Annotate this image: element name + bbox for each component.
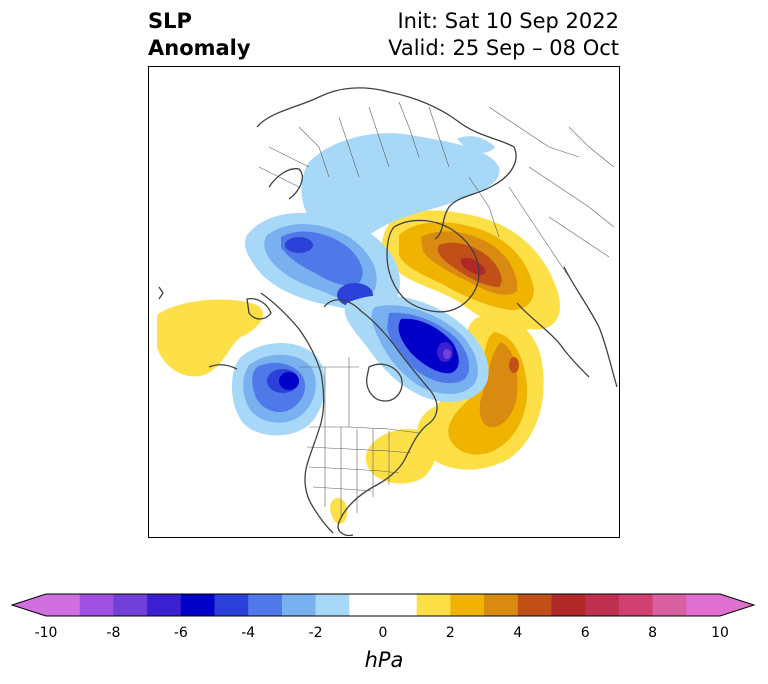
positive-anomaly-central-pacific (157, 299, 264, 377)
colorbar-tick-label: -10 (34, 625, 58, 641)
colorbar-segment (214, 594, 249, 616)
colorbar-segment (551, 594, 586, 616)
colorbar-tick-label: 6 (580, 625, 590, 641)
colorbar-segment (281, 594, 317, 616)
colorbar-tick-label: 10 (711, 625, 729, 641)
colorbar-tick-label: -6 (173, 625, 188, 641)
negative-anomaly-north-pacific (231, 342, 326, 436)
colorbar-segment (618, 594, 654, 616)
colorbar-segment (349, 594, 384, 616)
colorbar-segment (652, 594, 687, 616)
colorbar-segment (484, 594, 519, 616)
colorbar-over-extension (720, 594, 754, 616)
colorbar-segment (383, 594, 418, 616)
colorbar-under-extension (12, 594, 46, 616)
colorbar-outline (10, 593, 756, 617)
positive-anomaly-eastern-us (365, 429, 437, 484)
colorbar-segment (147, 594, 182, 616)
colorbar-segments (46, 594, 721, 616)
colorbar-segment (686, 594, 721, 616)
title-variable-anomaly: Anomaly (148, 36, 251, 60)
colorbar-segment (46, 594, 81, 616)
positive-anomaly-central-america (330, 497, 348, 524)
colorbar-tick-label: 2 (445, 625, 455, 641)
colorbar-unit-label: hPa (364, 648, 404, 672)
colorbar-tick-label: -2 (308, 625, 323, 641)
colorbar-segment (450, 594, 485, 616)
colorbar-segment (79, 594, 114, 616)
negative-anomaly-greenland-baffin (344, 295, 489, 402)
colorbar-segment (180, 594, 215, 616)
colorbar (10, 593, 756, 617)
map-panel (148, 66, 620, 538)
colorbar-tick-label: -8 (106, 625, 121, 641)
colorbar-tick-label: 8 (648, 625, 658, 641)
colorbar-segment (113, 594, 148, 616)
init-date: Init: Sat 10 Sep 2022 (397, 9, 619, 33)
positive-anomaly-scandinavia-arctic-russia (382, 210, 560, 331)
colorbar-segment (416, 594, 451, 616)
colorbar-segment (315, 594, 350, 616)
colorbar-tick-label: 4 (513, 625, 523, 641)
colorbar-segment (585, 594, 620, 616)
title-left: SLP Anomaly (148, 8, 251, 62)
title-right: Init: Sat 10 Sep 2022 Valid: 25 Sep – 08… (388, 8, 619, 62)
positive-anomaly-north-atlantic (417, 316, 544, 470)
colorbar-tick-label: 0 (378, 625, 388, 641)
colorbar-segment (517, 594, 552, 616)
title-variable: SLP (148, 9, 192, 33)
valid-range: Valid: 25 Sep – 08 Oct (388, 36, 619, 60)
colorbar-segment (248, 594, 283, 616)
political-borders (258, 101, 615, 517)
colorbar-tick-label: -4 (241, 625, 256, 641)
negative-anomaly-central-arctic (301, 133, 500, 242)
coastlines (158, 87, 618, 537)
anomaly-map (157, 87, 618, 537)
